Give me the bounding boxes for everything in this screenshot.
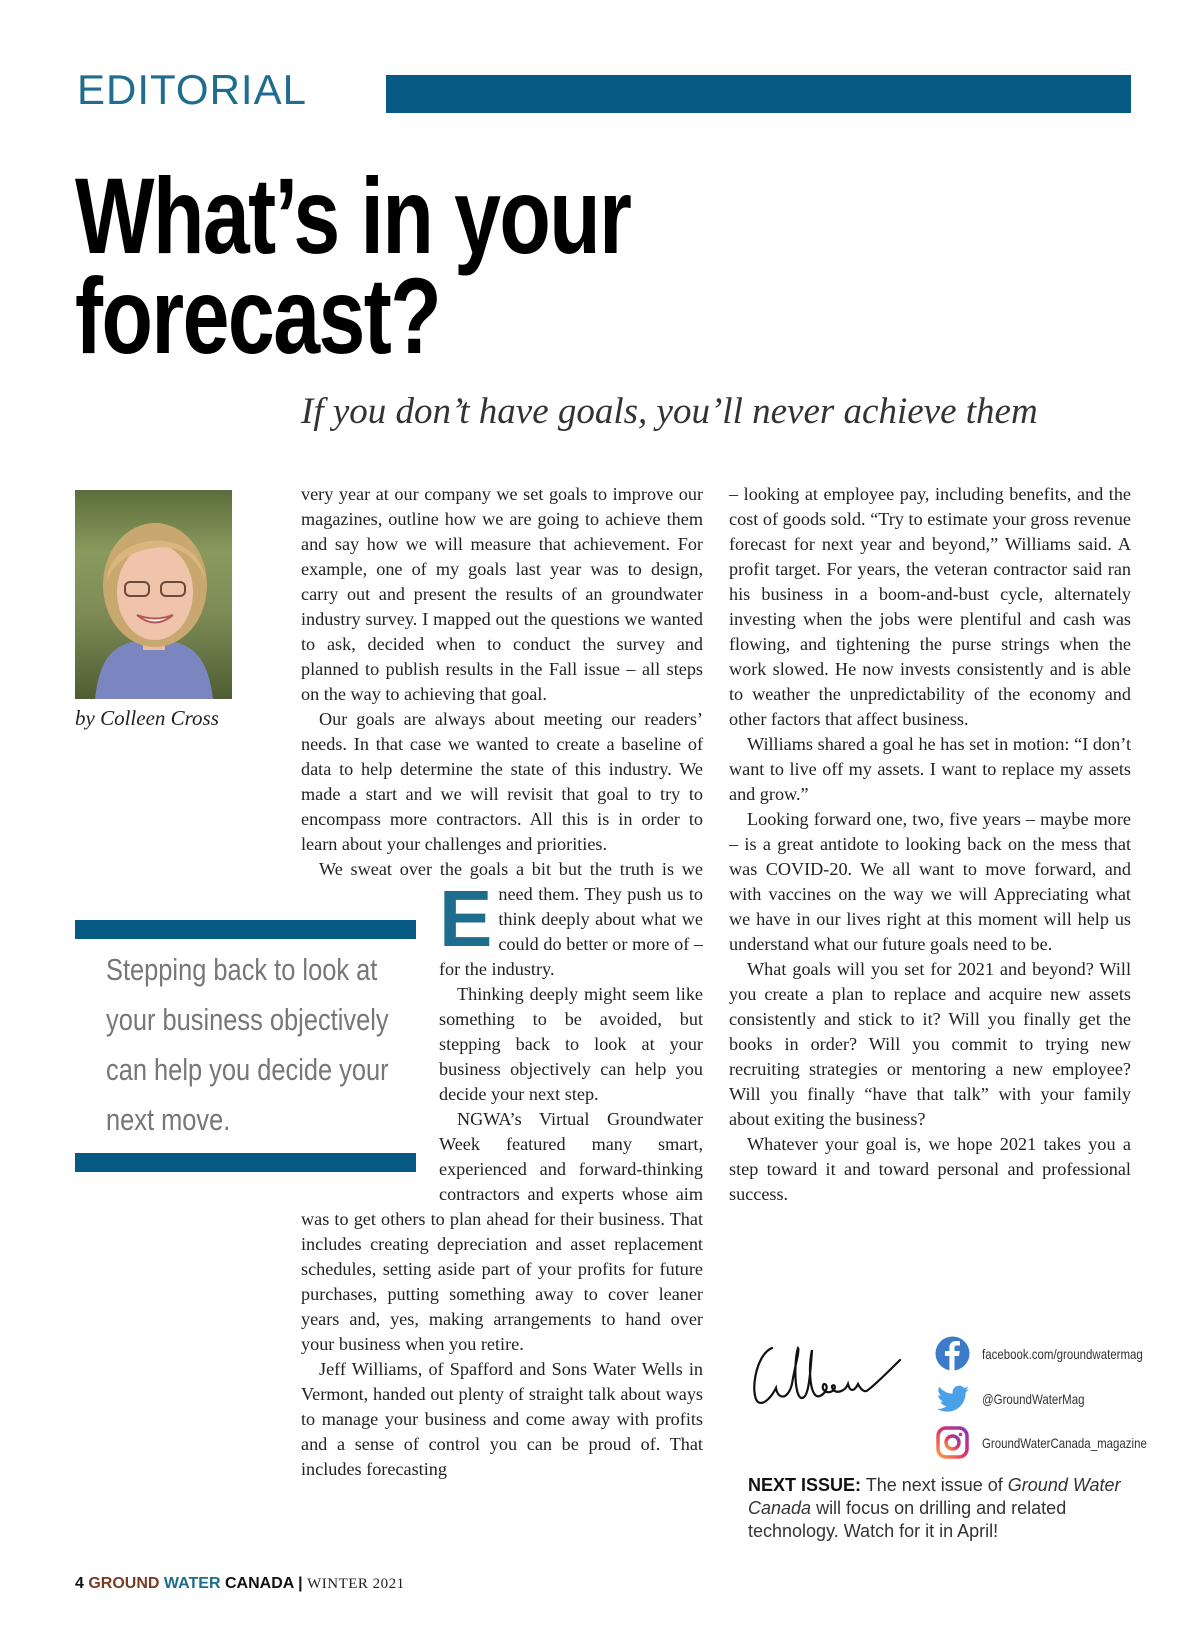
paragraph: Williams shared a goal he has set in mot… [729, 734, 1131, 804]
paragraph: We sweat over the goals a bit but the tr… [319, 859, 703, 979]
twitter-icon [935, 1381, 970, 1416]
twitter-handle: @GroundWaterMag [982, 1390, 1085, 1407]
byline: by Colleen Cross [75, 706, 219, 730]
brand-ground: GROUND [88, 1575, 160, 1592]
brand-canada: CANADA [224, 1575, 294, 1592]
twitter-link[interactable]: @GroundWaterMag [935, 1381, 1107, 1416]
instagram-link[interactable]: GroundWaterCanada_magazine [935, 1425, 1183, 1460]
pull-quote: Stepping back to look at your business o… [106, 952, 389, 1137]
headline-line-2: forecast? [75, 255, 442, 376]
page-footer: 4 GROUND WATER CANADA | WINTER 2021 [75, 1575, 405, 1593]
next-issue-label: NEXT ISSUE: [748, 1475, 862, 1495]
paragraph: – looking at employee pay, including ben… [729, 484, 1131, 729]
paragraph: Looking forward one, two, five years – m… [729, 809, 1131, 954]
pull-quote-bottom-bar [75, 1153, 416, 1172]
facebook-link[interactable]: facebook.com/groundwatermag [935, 1336, 1178, 1371]
facebook-icon [935, 1336, 970, 1371]
section-label: EDITORIAL [77, 66, 307, 113]
issue-date: WINTER 2021 [307, 1576, 405, 1592]
pull-quote-top-bar [75, 920, 416, 939]
author-photo [75, 490, 232, 699]
drop-cap: E [439, 874, 493, 963]
brand-water: WATER [163, 1575, 221, 1592]
headline-line-1: What’s in your [75, 155, 632, 276]
publication-name: Ground Water Canada [748, 1475, 1121, 1518]
section-bar [386, 75, 1131, 113]
instagram-icon [935, 1425, 970, 1460]
deck-subtitle: If you don’t have goals, you’ll never ac… [301, 391, 1038, 432]
paragraph: Thinking deeply might seem like somethin… [439, 984, 703, 1104]
signature [750, 1340, 905, 1415]
paragraph: NGWA’s Virtual Groundwater Week featured… [301, 1109, 703, 1354]
paragraph: Jeff Williams, of Spafford and Sons Wate… [301, 1359, 703, 1479]
page-number: 4 [75, 1575, 84, 1592]
instagram-handle: GroundWaterCanada_magazine [982, 1434, 1147, 1451]
article-column-2: – looking at employee pay, including ben… [729, 482, 1131, 1207]
paragraph: What goals will you set for 2021 and bey… [729, 959, 1131, 1129]
paragraph: Whatever your goal is, we hope 2021 take… [729, 1134, 1131, 1204]
facebook-handle: facebook.com/groundwatermag [982, 1345, 1143, 1362]
next-issue-note: NEXT ISSUE: The next issue of Ground Wat… [748, 1475, 1121, 1541]
paragraph: Our goals are always about meeting our r… [301, 709, 703, 854]
footer-separator: | [298, 1575, 303, 1592]
